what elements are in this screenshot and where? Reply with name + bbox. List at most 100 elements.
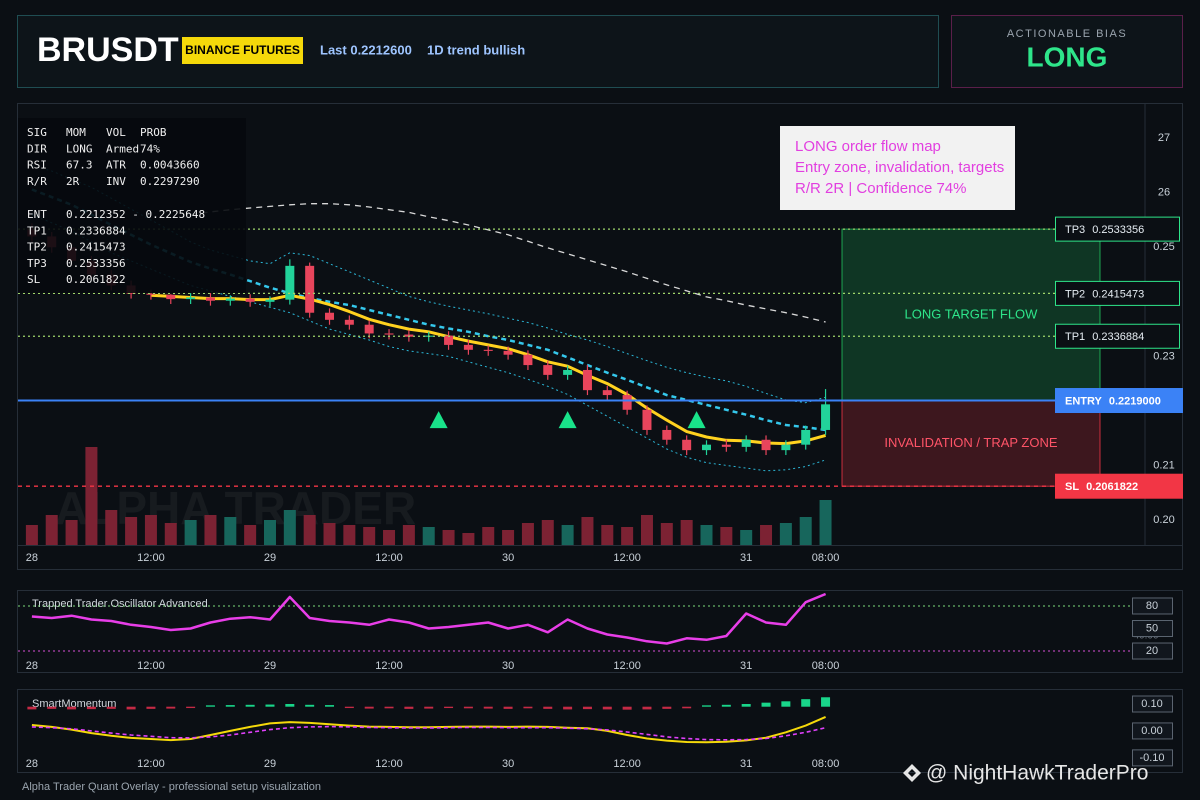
info-cell: LONG — [66, 142, 93, 155]
x-tick-label: 30 — [502, 660, 514, 672]
volume-bar — [224, 517, 237, 545]
x-tick-label: 12:00 — [613, 758, 641, 770]
volume-bar — [601, 525, 614, 545]
level-label-box — [1055, 216, 1180, 242]
signal-marker — [429, 411, 448, 429]
level-label-box — [1055, 473, 1183, 499]
info-cell: 0.2061822 — [66, 273, 126, 286]
info-cell: TP3 — [27, 257, 47, 270]
level-value: 0.2336884 — [1092, 331, 1144, 343]
x-tick-label: 12:00 — [375, 552, 403, 564]
x-tick-label: 30 — [502, 758, 514, 770]
histogram-bar — [285, 704, 295, 707]
histogram-bar — [245, 704, 255, 707]
x-tick-label: 28 — [26, 758, 38, 770]
x-tick-label: 29 — [264, 758, 276, 770]
overlay-line — [190, 203, 826, 323]
info-cell: 2R — [66, 175, 80, 188]
histogram-bar — [106, 706, 116, 709]
chart-candlestick: 28 12:00 29 12:00 30 12:00 31 08:00 LONG TARGET … — [18, 132, 1183, 564]
zone-label: INVALIDATION / TRAP ZONE — [884, 435, 1057, 450]
momentum-panel — [17, 689, 1183, 773]
info-cell: MOM — [66, 126, 86, 139]
volume-bar — [105, 510, 118, 545]
zone-label: LONG TARGET FLOW — [905, 306, 1039, 321]
volume-bar — [184, 520, 197, 545]
volume-bar — [85, 447, 98, 545]
volume-bar — [244, 525, 257, 545]
histogram-bar — [582, 706, 592, 710]
histogram-bar — [602, 706, 612, 710]
volume-bar — [303, 515, 316, 545]
x-tick-label: 12:00 — [613, 660, 641, 672]
signal-marker — [558, 411, 577, 429]
candle-body — [702, 444, 712, 451]
x-tick-label: 08:00 — [812, 660, 840, 672]
info-cell: TP2 — [27, 241, 47, 254]
info-cell: DIR — [27, 142, 47, 155]
candle-body — [602, 390, 612, 396]
volume-bar — [760, 525, 773, 545]
x-tick-label: 12:00 — [375, 758, 403, 770]
candle-body — [821, 404, 831, 430]
level-name: TP1 — [1065, 331, 1085, 343]
volume-bar — [541, 520, 554, 545]
histogram-bar — [225, 705, 235, 707]
candle-body — [205, 297, 215, 301]
plots: 28 12:00 29 12:00 30 12:00 31 08:00 LONG TARGET … — [18, 132, 1183, 770]
histogram-bar — [166, 706, 176, 709]
oscillator-line — [31, 592, 827, 645]
histogram-bar — [146, 706, 156, 709]
y-tick-box — [1132, 597, 1173, 615]
info-cell: 0.2415473 — [66, 241, 126, 254]
histogram-bar — [47, 706, 57, 709]
volume-bar — [521, 523, 534, 545]
candle-body — [166, 294, 176, 300]
candle-body — [285, 265, 295, 300]
candle-body — [543, 365, 553, 375]
note-line: LONG order flow map — [795, 138, 941, 155]
volume-bar — [799, 517, 812, 545]
info-cell: ATR — [106, 159, 126, 172]
volume-bar — [323, 523, 336, 545]
volume-bar — [740, 530, 753, 545]
candle-body — [622, 395, 632, 410]
level-label: TP3 0.2533356 — [1065, 224, 1144, 236]
level-value: 0.2533356 — [1092, 224, 1144, 236]
note-line: R/R 2R | Confidence 74% — [795, 180, 966, 197]
x-tick-label: 28 — [26, 552, 38, 564]
candle-body — [563, 369, 573, 375]
candle-body — [305, 265, 315, 313]
histogram-bar — [126, 706, 136, 710]
info-cell: 0.2533356 — [66, 257, 126, 270]
candle-body — [364, 324, 374, 334]
bias-panel — [951, 15, 1183, 88]
y-tick-box — [1132, 695, 1173, 713]
zone — [841, 228, 1101, 402]
y-tick-label: 0.10 — [1141, 698, 1162, 710]
volume-bar — [720, 527, 733, 545]
histogram-bar — [444, 706, 454, 709]
y-tick-label: -0.10 — [1139, 752, 1164, 764]
candle-body — [444, 335, 454, 345]
histogram-bar — [384, 706, 394, 709]
candle-body — [463, 344, 473, 350]
histogram-bar — [642, 706, 652, 710]
candle-body — [325, 312, 335, 320]
volume-bar — [779, 523, 792, 545]
candle-body — [642, 409, 652, 430]
x-tick-label: 12:00 — [375, 660, 403, 672]
info-cell: 67.3 — [66, 159, 93, 172]
level-name: TP2 — [1065, 288, 1085, 300]
histogram-bar — [305, 704, 315, 707]
candle-body — [682, 439, 692, 451]
candle-body — [781, 444, 791, 451]
info-cell: SIG — [27, 126, 47, 139]
info-cell: RSI — [27, 159, 47, 172]
histogram-bar — [761, 702, 771, 707]
x-tick-label: 31 — [740, 660, 752, 672]
volume-bar — [204, 515, 217, 545]
x-tick-label: 28 — [26, 660, 38, 672]
volume-bar — [561, 525, 574, 545]
